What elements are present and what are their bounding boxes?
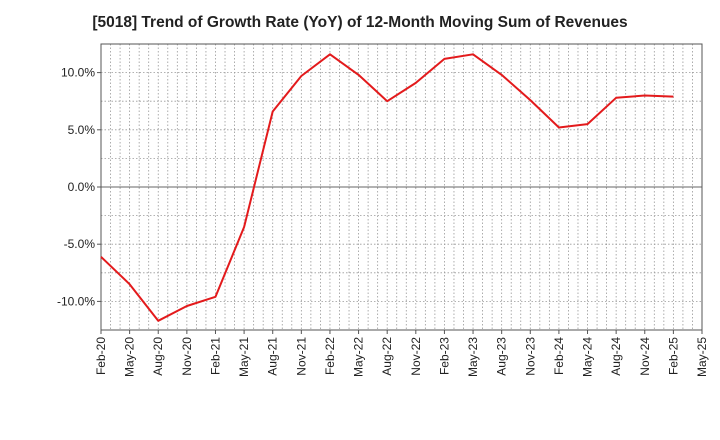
x-tick-label: Nov-23 [523,337,537,376]
y-tick-label: 0.0% [68,180,96,194]
x-tick-label: Nov-22 [409,337,423,376]
x-tick-label: Nov-24 [638,337,652,376]
x-tick-label: Feb-23 [437,337,451,375]
y-tick-label: 10.0% [61,66,95,80]
x-tick-label: Feb-20 [94,337,108,375]
x-tick-label: Nov-21 [294,337,308,376]
y-tick-label: -5.0% [64,237,96,251]
x-tick-label: May-25 [695,337,709,377]
x-tick-label: Aug-20 [151,337,165,376]
chart-title: [5018] Trend of Growth Rate (YoY) of 12-… [92,14,628,31]
x-tick-label: Feb-25 [666,337,680,375]
x-tick-label: May-24 [581,337,595,377]
x-tick-label: Feb-22 [323,337,337,375]
x-tick-label: May-21 [237,337,251,377]
y-tick-label: -10.0% [57,294,95,308]
x-tick-label: Aug-24 [609,337,623,376]
x-tick-label: Aug-22 [380,337,394,376]
x-tick-label: May-22 [352,337,366,377]
x-tick-label: Feb-21 [208,337,222,375]
x-tick-label: May-23 [466,337,480,377]
x-tick-label: Aug-21 [266,337,280,376]
x-tick-label: May-20 [123,337,137,377]
y-tick-label: 5.0% [68,123,96,137]
x-tick-label: Aug-23 [495,337,509,376]
x-tick-label: Feb-24 [552,337,566,375]
x-tick-label: Nov-20 [180,337,194,376]
